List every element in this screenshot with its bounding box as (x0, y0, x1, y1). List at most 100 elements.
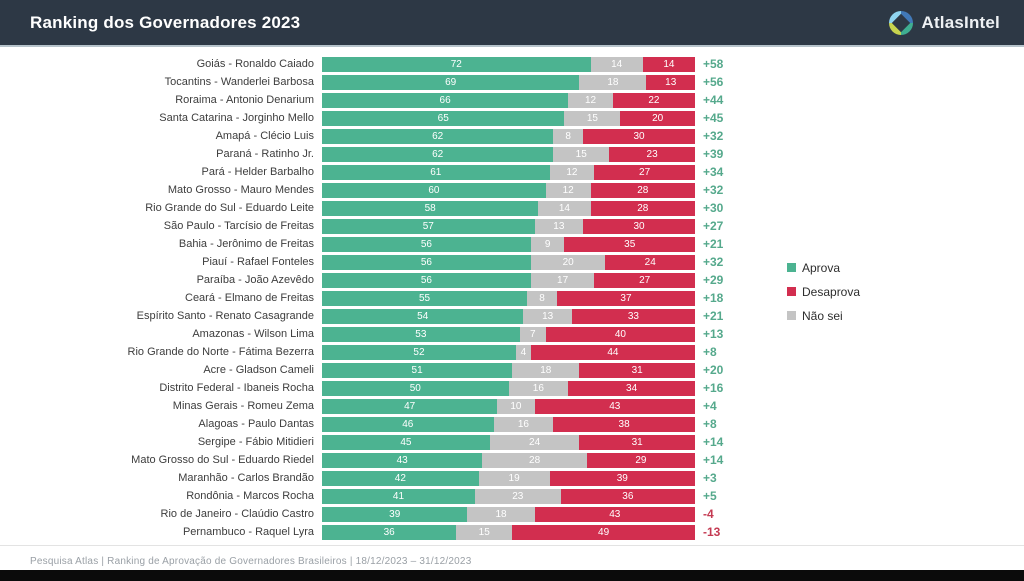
chart-row: Espírito Santo - Renato Casagrande 54 13… (0, 307, 1024, 325)
net-score: +14 (703, 453, 724, 467)
disapprove-segment: 14 (642, 56, 695, 72)
dont-know-segment: 4 (515, 344, 531, 360)
disapprove-segment: 27 (594, 272, 695, 288)
approve-segment: 56 (322, 272, 531, 288)
chart-row: Sergipe - Fábio Mitidieri 45 24 31 +14 (0, 433, 1024, 451)
net-score: -4 (703, 507, 714, 521)
dont-know-segment: 18 (467, 506, 535, 522)
disapprove-segment: 13 (646, 74, 695, 90)
governor-label: Pará - Helder Barbalho (201, 166, 314, 178)
disapprove-segment: 43 (534, 506, 695, 522)
approve-segment: 56 (322, 236, 531, 252)
approve-segment: 56 (322, 254, 531, 270)
governor-label: Maranhão - Carlos Brandão (178, 472, 314, 484)
source-caption: Pesquisa Atlas | Ranking de Aprovação de… (30, 556, 472, 567)
brand: AtlasIntel (889, 10, 1000, 35)
stacked-bar: 52 4 44 (322, 344, 695, 360)
approve-segment: 61 (322, 164, 550, 180)
disapprove-segment: 28 (590, 182, 695, 198)
approve-segment: 62 (322, 146, 554, 162)
disapprove-segment: 29 (586, 452, 695, 468)
legend-item: Aprova (787, 260, 860, 275)
governor-label: Espírito Santo - Renato Casagrande (136, 310, 314, 322)
approve-segment: 42 (322, 470, 479, 486)
disapprove-segment: 27 (594, 164, 695, 180)
dont-know-segment: 8 (553, 128, 584, 144)
dont-know-segment: 12 (545, 182, 591, 198)
dont-know-segment: 23 (474, 488, 561, 504)
legend-item: Desaprova (787, 285, 860, 299)
net-score: +21 (703, 237, 724, 251)
governor-label: Tocantins - Wanderlei Barbosa (164, 76, 314, 88)
net-score: +29 (703, 273, 724, 287)
dont-know-segment: 16 (508, 380, 569, 396)
stacked-bar: 41 23 36 (322, 488, 695, 504)
chart-row: Rondônia - Marcos Rocha 41 23 36 +5 (0, 487, 1024, 505)
dont-know-segment: 19 (478, 470, 550, 486)
disapprove-segment: 33 (571, 308, 695, 324)
net-score: +20 (703, 363, 724, 377)
governor-label: Rio Grande do Norte - Fátima Bezerra (127, 346, 314, 358)
legend-label: Aprova (802, 260, 841, 275)
dont-know-segment: 8 (527, 290, 557, 306)
stacked-bar: 50 16 34 (322, 380, 695, 396)
brand-name: AtlasIntel (921, 12, 1000, 32)
stacked-bar: 36 15 49 (322, 524, 695, 540)
approve-segment: 41 (322, 488, 475, 504)
disapprove-segment: 44 (530, 344, 695, 360)
dont-know-segment: 13 (523, 308, 572, 324)
stacked-bar: 39 18 43 (322, 506, 695, 522)
net-score: +4 (703, 399, 717, 413)
approve-segment: 60 (322, 182, 546, 198)
governor-label: Distrito Federal - Ibaneis Rocha (159, 382, 314, 394)
approve-segment: 52 (322, 344, 516, 360)
approve-segment: 65 (322, 110, 565, 126)
stacked-bar: 56 20 24 (322, 254, 695, 270)
approve-segment: 72 (322, 56, 591, 72)
atlasintel-logo-icon (889, 10, 914, 35)
disapprove-segment: 38 (553, 416, 695, 432)
stacked-bar: 66 12 22 (322, 92, 695, 108)
disapprove-segment: 40 (545, 326, 695, 342)
stacked-bar: 65 15 20 (322, 110, 695, 126)
disapprove-segment: 20 (620, 110, 695, 126)
chart-row: Piauí - Rafael Fonteles 56 20 24 +32 (0, 253, 1024, 271)
stacked-bar: 53 7 40 (322, 326, 695, 342)
stacked-bar: 62 8 30 (322, 128, 695, 144)
disapprove-segment: 37 (556, 290, 695, 306)
chart-row: Pará - Helder Barbalho 61 12 27 +34 (0, 163, 1024, 181)
net-score: +56 (703, 75, 724, 89)
chart-row: Mato Grosso do Sul - Eduardo Riedel 43 2… (0, 451, 1024, 469)
approve-segment: 43 (322, 452, 483, 468)
dont-know-segment: 12 (568, 92, 613, 108)
stacked-bar: 61 12 27 (322, 164, 695, 180)
stacked-bar: 56 17 27 (322, 272, 695, 288)
governor-label: Santa Catarina - Jorginho Mello (159, 112, 314, 124)
dont-know-segment: 17 (530, 272, 595, 288)
disapprove-segment: 36 (560, 488, 695, 504)
legend-swatch-icon (787, 311, 796, 320)
governor-label: Amazonas - Wilson Lima (192, 328, 314, 340)
stacked-bar: 51 18 31 (322, 362, 695, 378)
net-score: +32 (703, 255, 724, 269)
governor-label: Amapá - Clécio Luis (215, 130, 314, 142)
disapprove-segment: 43 (534, 398, 695, 414)
net-score: +3 (703, 471, 717, 485)
governor-label: Paraná - Ratinho Jr. (216, 148, 314, 160)
dont-know-segment: 14 (590, 56, 643, 72)
page-title: Ranking dos Governadores 2023 (30, 12, 301, 32)
governor-label: Mato Grosso do Sul - Eduardo Riedel (131, 454, 314, 466)
net-score: +5 (703, 489, 717, 503)
legend-label: Não sei (802, 308, 843, 323)
net-score: +39 (703, 147, 724, 161)
approve-segment: 54 (322, 308, 524, 324)
governor-label: Sergipe - Fábio Mitidieri (197, 436, 314, 448)
chart-row: Pernambuco - Raquel Lyra 36 15 49 -13 (0, 523, 1024, 541)
governor-label: Ceará - Elmano de Freitas (185, 292, 314, 304)
chart-row: Ceará - Elmano de Freitas 55 8 37 +18 (0, 289, 1024, 307)
chart-row: Roraima - Antonio Denarium 66 12 22 +44 (0, 91, 1024, 109)
approve-segment: 53 (322, 326, 520, 342)
chart-row: Mato Grosso - Mauro Mendes 60 12 28 +32 (0, 181, 1024, 199)
stacked-bar: 47 10 43 (322, 398, 695, 414)
stacked-bar: 56 9 35 (322, 236, 695, 252)
